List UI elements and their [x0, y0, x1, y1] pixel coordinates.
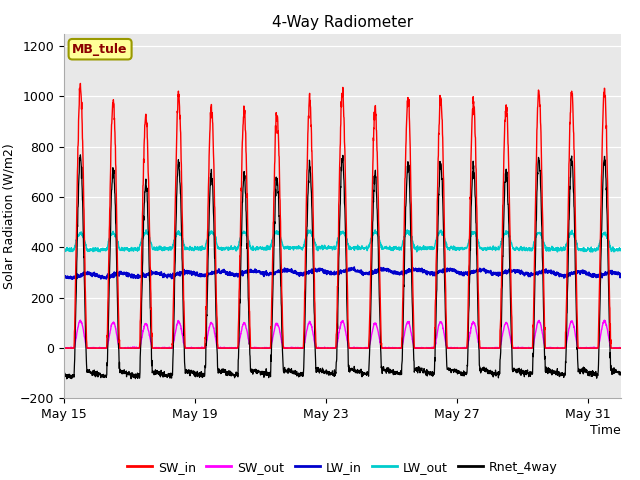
Rnet_4way [180, 360, 188, 365]
Y-axis label: Solar Radiation (W/m2): Solar Radiation (W/m2) [3, 143, 16, 289]
Line: Rnet_4way: Rnet_4way [64, 155, 621, 379]
Legend: SW_in, SW_out, LW_in, LW_out, Rnet_4way: SW_in, SW_out, LW_in, LW_out, Rnet_4way [122, 456, 563, 479]
SW_in [617, 345, 625, 351]
LW_out [104, 243, 111, 249]
Text: MB_tule: MB_tule [72, 43, 128, 56]
Rnet_4way [77, 152, 84, 158]
Rnet_4way [173, 174, 181, 180]
LW_out [366, 240, 374, 246]
LW_out [228, 246, 236, 252]
SW_out [366, 340, 374, 346]
SW_in [366, 294, 374, 300]
SW_in [104, 300, 112, 305]
LW_in [499, 270, 507, 276]
SW_out [228, 345, 236, 351]
SW_out [617, 345, 625, 351]
LW_out [173, 232, 181, 238]
LW_in [228, 270, 236, 276]
LW_out [587, 249, 595, 255]
SW_out [60, 345, 68, 351]
SW_out [180, 342, 188, 348]
LW_out [60, 246, 68, 252]
LW_in [68, 276, 76, 282]
LW_out [499, 235, 507, 241]
SW_in [228, 345, 236, 351]
SW_in [173, 116, 181, 122]
SW_in [180, 317, 188, 323]
LW_in [367, 271, 374, 277]
SW_out [77, 317, 84, 323]
LW_out [617, 247, 625, 253]
LW_in [350, 264, 358, 270]
Rnet_4way [60, 373, 68, 379]
Rnet_4way [617, 370, 625, 376]
SW_out [104, 340, 112, 346]
LW_out [142, 227, 150, 233]
Line: LW_out: LW_out [64, 230, 621, 252]
SW_out [173, 321, 181, 327]
Rnet_4way [367, 326, 374, 332]
Line: SW_out: SW_out [64, 320, 621, 348]
LW_out [180, 242, 188, 248]
Line: LW_in: LW_in [64, 267, 621, 279]
SW_in [499, 203, 507, 208]
LW_in [617, 272, 625, 278]
LW_in [180, 271, 188, 276]
SW_in [77, 81, 84, 86]
Rnet_4way [228, 371, 236, 376]
X-axis label: Time: Time [590, 424, 621, 437]
Rnet_4way [104, 334, 112, 339]
Rnet_4way [499, 253, 507, 259]
Line: SW_in: SW_in [64, 84, 621, 348]
Rnet_4way [63, 376, 70, 382]
Title: 4-Way Radiometer: 4-Way Radiometer [272, 15, 413, 30]
SW_out [499, 330, 507, 336]
LW_in [60, 274, 68, 280]
LW_in [173, 272, 181, 278]
LW_in [104, 273, 112, 278]
SW_in [60, 345, 68, 351]
